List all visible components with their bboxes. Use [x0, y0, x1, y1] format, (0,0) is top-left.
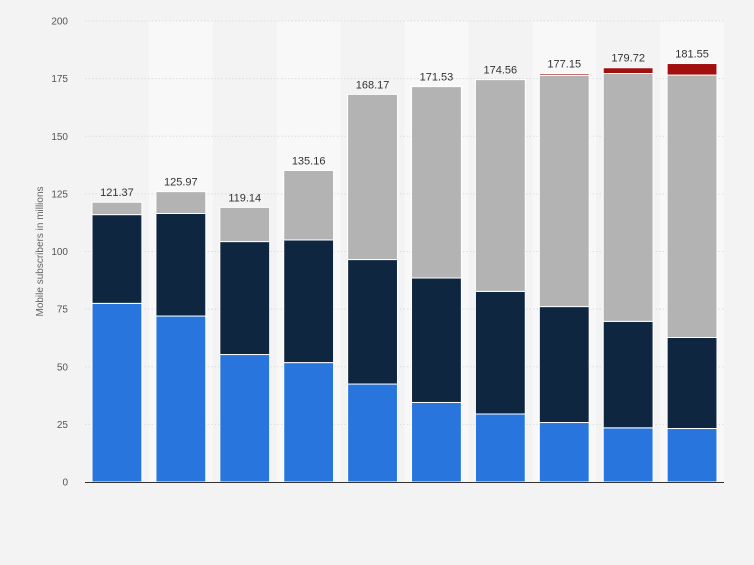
- bar-segment-s3: [474, 79, 526, 292]
- total-label: 168.17: [356, 79, 390, 91]
- total-label: 181.55: [675, 49, 709, 61]
- total-label: 179.72: [611, 53, 645, 65]
- bar-segment-s1: [538, 422, 590, 483]
- bar-segment-s1: [474, 413, 526, 483]
- bar-segment-s1: [602, 427, 654, 483]
- bar-segment-s2: [219, 241, 271, 356]
- y-tick-label: 75: [57, 305, 69, 316]
- total-label: 121.37: [100, 187, 134, 199]
- total-label: 174.56: [484, 65, 518, 77]
- y-tick-label: 200: [51, 17, 68, 28]
- bar-segment-s3: [219, 206, 271, 243]
- bar-segment-s3: [91, 201, 143, 216]
- bar-segment-s4: [602, 67, 654, 75]
- total-label: 125.97: [164, 177, 198, 189]
- bar-segment-s3: [666, 74, 718, 338]
- bar-segment-s2: [602, 320, 654, 429]
- total-label: 171.53: [420, 72, 454, 84]
- total-label: 135.16: [292, 155, 326, 167]
- bar-segment-s2: [283, 239, 335, 364]
- y-tick-label: 50: [57, 362, 69, 373]
- bar-segment-s1: [283, 362, 335, 483]
- y-tick-label: 100: [51, 247, 68, 258]
- y-axis-title: Mobile subscribers in millions: [35, 186, 46, 316]
- bar-segment-s3: [411, 86, 462, 279]
- bar-segment-s2: [666, 336, 718, 430]
- bar-segment-s1: [411, 401, 462, 483]
- bar-segment-s1: [219, 354, 271, 483]
- bar-segment-s2: [347, 259, 398, 385]
- bar-segment-s2: [91, 214, 143, 304]
- bar-segment-s1: [347, 383, 398, 483]
- y-tick-label: 150: [51, 132, 68, 143]
- y-axis: 0 25 50 75 100 125 150 175 200: [51, 17, 68, 489]
- bar-segment-s4: [666, 63, 718, 76]
- bar-segment-s3: [347, 93, 398, 261]
- bar-segment-s3: [155, 191, 207, 214]
- bar-segment-s2: [474, 290, 526, 415]
- total-label: 177.15: [547, 59, 581, 71]
- bars-group: [91, 63, 718, 483]
- bar-segment-s2: [155, 212, 207, 317]
- y-tick-label: 125: [51, 189, 68, 200]
- total-label: 119.14: [228, 192, 261, 204]
- y-tick-label: 0: [62, 478, 68, 489]
- bar-segment-s3: [283, 169, 335, 241]
- bar-segment-s2: [411, 277, 462, 403]
- bar-segment-s1: [155, 315, 207, 483]
- y-tick-label: 175: [51, 74, 68, 85]
- y-tick-label: 25: [57, 420, 69, 431]
- total-labels-group: 121.37 125.97 119.14 135.16 168.17 171.53 174.…: [100, 49, 709, 205]
- bar-segment-s1: [91, 302, 143, 483]
- bar-segment-s3: [538, 74, 590, 308]
- bar-segment-s3: [602, 73, 654, 322]
- bar-segment-s2: [538, 306, 590, 424]
- bar-segment-s4: [538, 73, 590, 76]
- bar-segment-s1: [666, 428, 718, 483]
